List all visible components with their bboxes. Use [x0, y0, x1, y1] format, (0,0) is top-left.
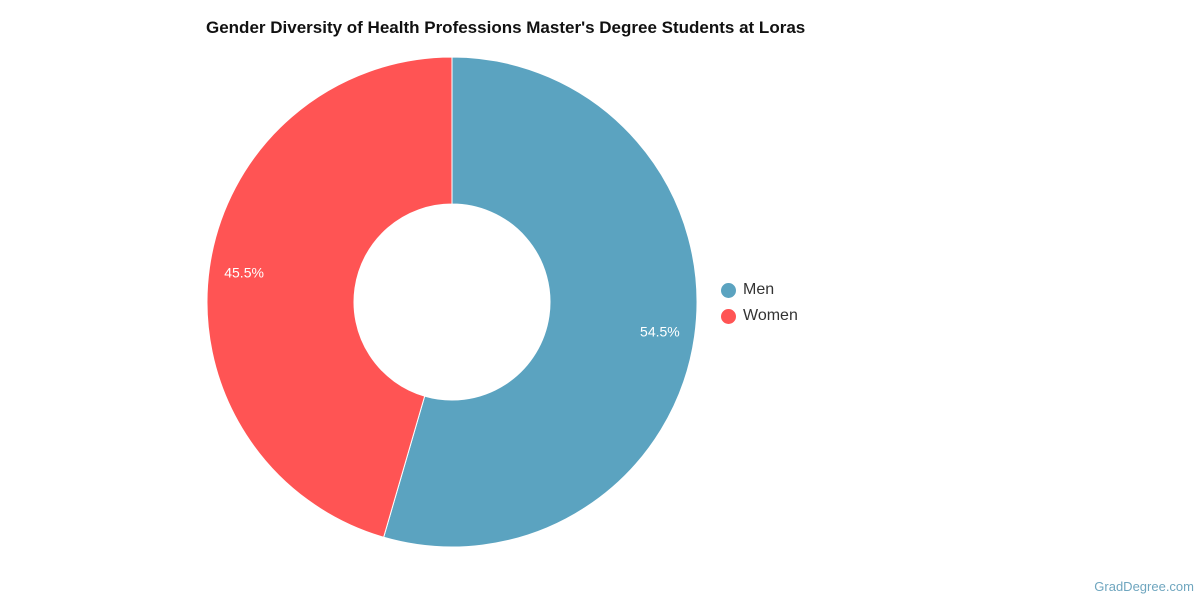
- legend-swatch-women: [721, 308, 736, 324]
- data-label-men: 54.5%: [640, 324, 680, 340]
- legend-item-men[interactable]: Men: [721, 281, 774, 299]
- legend-item-women[interactable]: Women: [721, 307, 798, 325]
- legend-label-women: Women: [743, 307, 798, 324]
- watermark-link[interactable]: GradDegree.com: [1094, 579, 1194, 594]
- slice-men[interactable]: [383, 56, 698, 548]
- chart-title: Gender Diversity of Health Professions M…: [206, 18, 806, 37]
- slice-women[interactable]: [206, 56, 453, 538]
- data-label-women: 45.5%: [224, 264, 264, 280]
- legend-label-men: Men: [743, 281, 775, 298]
- legend-swatch-men: [721, 282, 736, 298]
